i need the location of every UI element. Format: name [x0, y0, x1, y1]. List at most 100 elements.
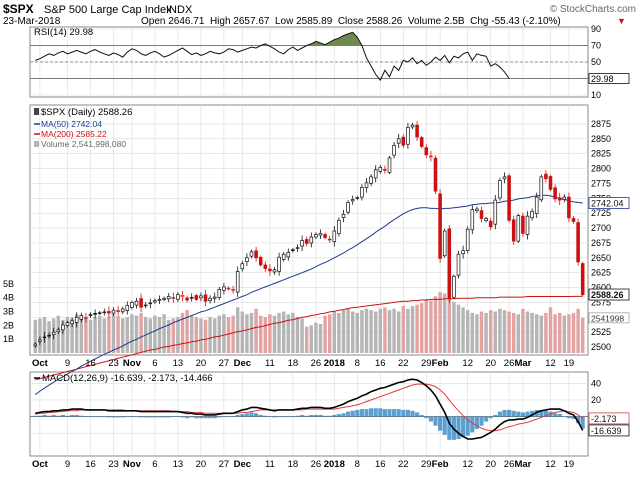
candle-body — [130, 302, 134, 308]
candle-body — [544, 173, 548, 179]
price-y-tick-label: 2775 — [591, 178, 611, 188]
volume-bar — [525, 311, 530, 353]
price-y-tick-label: 2600 — [591, 283, 611, 293]
macd-histogram-bar — [203, 416, 208, 419]
macd-histogram-bar — [309, 414, 314, 417]
candle-body — [498, 180, 502, 199]
macd-x-tick-label: 20 — [485, 459, 496, 470]
volume-bar — [245, 314, 249, 353]
ma200-line — [35, 295, 583, 381]
price-x-tick-label: 26 — [311, 358, 322, 369]
volume-bar — [277, 312, 281, 353]
candle-body — [456, 253, 461, 276]
macd-value-tag-label: -16.639 — [591, 426, 622, 436]
candle-body — [452, 275, 456, 298]
macd-histogram-bar — [428, 416, 433, 422]
candle-body — [171, 297, 176, 299]
candle-body — [194, 295, 199, 300]
macd-histogram-bar — [249, 412, 254, 417]
price-y-tick-label: 2725 — [591, 208, 611, 218]
macd-histogram-bar — [185, 416, 190, 419]
volume-bar — [534, 314, 539, 353]
volume-bar — [456, 304, 461, 353]
volume-bar — [208, 317, 212, 353]
candle-body — [139, 298, 143, 308]
volume-bar — [166, 319, 171, 353]
candle-body — [222, 286, 226, 291]
macd-histogram-bar — [148, 416, 153, 418]
macd-histogram-bar — [212, 416, 217, 419]
volume-bar — [429, 300, 433, 353]
volume-bar — [203, 319, 208, 353]
candle-body — [475, 208, 479, 212]
volume-bar — [571, 312, 576, 353]
candle-body — [88, 314, 93, 316]
volume-bar — [286, 314, 291, 353]
candle-body — [410, 124, 415, 128]
candle-body — [369, 176, 373, 184]
macd-histogram-bar — [323, 415, 328, 417]
macd-histogram-bar — [162, 416, 167, 418]
ma200-legend-text: MA(200) 2585.22 — [41, 129, 107, 139]
chart-instrument-name: S&P 500 Large Cap Index — [44, 4, 172, 16]
macd-x-tick-label: 23 — [108, 459, 119, 470]
macd-histogram-bar — [286, 416, 291, 418]
candle-body — [521, 215, 525, 234]
candle-body — [263, 264, 268, 269]
price-x-tick-label: 9 — [65, 358, 70, 369]
candle-body — [42, 336, 47, 339]
macd-histogram-bar — [332, 414, 337, 417]
volume-bar — [498, 308, 502, 353]
candle-body — [562, 196, 567, 200]
macd-histogram-bar — [198, 416, 203, 419]
macd-histogram-bar — [74, 414, 79, 417]
volume-bar — [189, 315, 194, 353]
candle-body — [47, 334, 51, 337]
volume-bar — [580, 317, 585, 353]
price-x-tick-label: Dec — [234, 358, 251, 369]
volume-bar — [111, 314, 116, 353]
macd-value-tag — [588, 424, 630, 437]
macd-x-tick-label: 9 — [65, 459, 70, 470]
macd-histogram-bar — [493, 414, 498, 417]
macd-histogram-bar — [433, 416, 438, 426]
candle-body — [74, 316, 79, 323]
candle-body — [484, 218, 488, 222]
macd-x-tick-label: 2018 — [324, 459, 345, 470]
volume-bar — [300, 318, 304, 353]
price-x-tick-label: 23 — [108, 358, 119, 369]
macd-x-tick-label: Dec — [234, 459, 251, 470]
volume-bar — [530, 312, 534, 353]
volume-bar — [93, 317, 97, 353]
macd-x-tick-label: Oct — [32, 459, 49, 470]
macd-x-tick-label: Feb — [432, 459, 449, 470]
macd-histogram-bar — [525, 411, 530, 417]
volume-bar — [507, 311, 511, 353]
volume-bar — [125, 317, 130, 353]
candle-body — [580, 263, 585, 296]
volume-bar — [479, 311, 484, 353]
macd-x-tick-label: 8 — [355, 459, 360, 470]
candle-body — [157, 299, 162, 301]
macd-histogram-bar — [442, 416, 447, 435]
candle-body — [429, 155, 433, 158]
macd-histogram-bar — [410, 410, 415, 417]
macd-x-tick-label: 13 — [173, 459, 184, 470]
price-x-tick-label: 20 — [485, 358, 496, 369]
macd-histogram-bar — [33, 415, 38, 417]
macd-histogram-bar — [102, 416, 107, 418]
price-y-tick-label: 2625 — [591, 268, 611, 278]
macd-x-tick-label: 26 — [504, 459, 515, 470]
macd-histogram-bar — [401, 409, 406, 417]
volume-bar — [88, 319, 93, 353]
macd-histogram-bar — [129, 416, 134, 418]
candle-body — [332, 230, 337, 242]
volume-bar — [539, 315, 544, 353]
volume-bar — [235, 307, 240, 353]
macd-histogram-bar — [88, 416, 93, 418]
macd-histogram-bar — [355, 409, 360, 417]
volume-bar — [396, 311, 401, 353]
macd-histogram-bar — [484, 416, 489, 422]
macd-histogram-bar — [318, 414, 323, 417]
volume-bar — [484, 312, 488, 353]
